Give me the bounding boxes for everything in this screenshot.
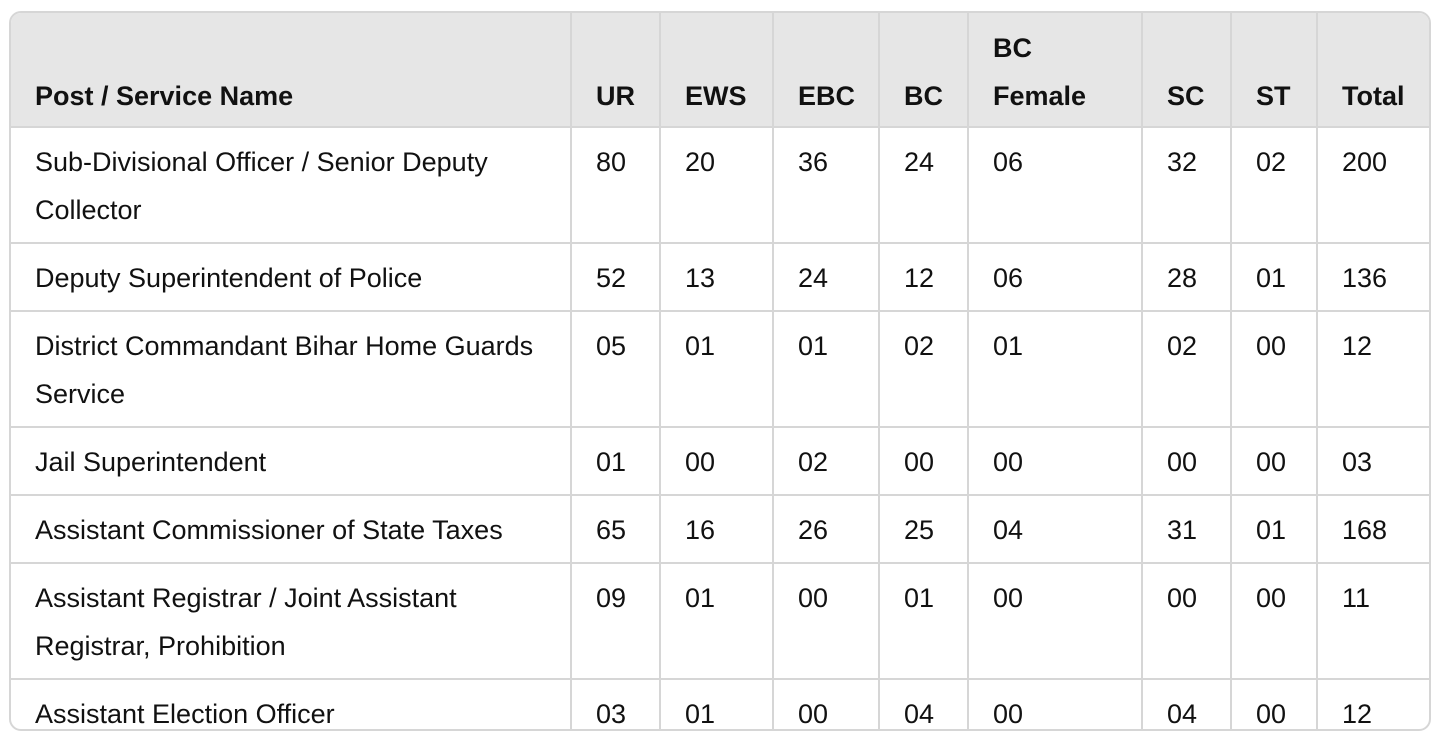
cell-ebc: 00: [773, 563, 880, 680]
cell-bc-female: 04: [968, 495, 1143, 564]
cell-post-name: Assistant Commissioner of State Taxes: [11, 495, 572, 564]
header-row: Post / Service Name UR EWS EBC BC BC Fem…: [11, 13, 1429, 128]
table-row: Jail Superintendent 01 00 02 00 00 00 00…: [11, 427, 1429, 496]
vacancy-table: Post / Service Name UR EWS EBC BC BC Fem…: [11, 13, 1429, 729]
cell-bc: 25: [879, 495, 969, 564]
cell-ebc: 24: [773, 243, 880, 312]
cell-bc: 12: [879, 243, 969, 312]
header-post-name: Post / Service Name: [11, 13, 572, 128]
header-sc: SC: [1142, 13, 1232, 128]
table-row: Assistant Election Officer 03 01 00 04 0…: [11, 679, 1429, 729]
cell-sc: 00: [1142, 563, 1232, 680]
header-bc-female: BC Female: [968, 13, 1143, 128]
cell-st: 00: [1231, 679, 1318, 729]
cell-ur: 65: [571, 495, 661, 564]
cell-bc: 04: [879, 679, 969, 729]
cell-bc-female: 00: [968, 427, 1143, 496]
cell-bc: 02: [879, 311, 969, 428]
cell-post-name: Deputy Superintendent of Police: [11, 243, 572, 312]
cell-total: 03: [1317, 427, 1429, 496]
cell-bc: 00: [879, 427, 969, 496]
cell-st: 01: [1231, 495, 1318, 564]
cell-post-name: Sub-Divisional Officer / Senior Deputy C…: [11, 127, 572, 244]
cell-sc: 31: [1142, 495, 1232, 564]
cell-post-name: Jail Superintendent: [11, 427, 572, 496]
cell-ews: 01: [660, 311, 774, 428]
cell-post-name: Assistant Election Officer: [11, 679, 572, 729]
cell-bc-female: 01: [968, 311, 1143, 428]
cell-ur: 80: [571, 127, 661, 244]
cell-total: 11: [1317, 563, 1429, 680]
cell-ews: 16: [660, 495, 774, 564]
cell-total: 12: [1317, 311, 1429, 428]
cell-ur: 52: [571, 243, 661, 312]
cell-ews: 00: [660, 427, 774, 496]
header-ur: UR: [571, 13, 661, 128]
header-st: ST: [1231, 13, 1318, 128]
cell-total: 200: [1317, 127, 1429, 244]
cell-total: 136: [1317, 243, 1429, 312]
cell-ebc: 02: [773, 427, 880, 496]
cell-bc-female: 00: [968, 563, 1143, 680]
cell-ur: 09: [571, 563, 661, 680]
cell-bc-female: 00: [968, 679, 1143, 729]
header-ebc: EBC: [773, 13, 880, 128]
cell-ebc: 00: [773, 679, 880, 729]
cell-st: 01: [1231, 243, 1318, 312]
table-row: District Commandant Bihar Home Guards Se…: [11, 311, 1429, 428]
cell-ews: 01: [660, 563, 774, 680]
header-total: Total: [1317, 13, 1429, 128]
cell-sc: 32: [1142, 127, 1232, 244]
table-body: Sub-Divisional Officer / Senior Deputy C…: [11, 127, 1429, 729]
cell-bc: 24: [879, 127, 969, 244]
cell-post-name: Assistant Registrar / Joint Assistant Re…: [11, 563, 572, 680]
cell-post-name: District Commandant Bihar Home Guards Se…: [11, 311, 572, 428]
cell-ebc: 01: [773, 311, 880, 428]
cell-bc-female: 06: [968, 127, 1143, 244]
table-header: Post / Service Name UR EWS EBC BC BC Fem…: [11, 13, 1429, 128]
cell-ebc: 36: [773, 127, 880, 244]
cell-ur: 01: [571, 427, 661, 496]
cell-st: 00: [1231, 427, 1318, 496]
table-row: Assistant Commissioner of State Taxes 65…: [11, 495, 1429, 564]
table-row: Deputy Superintendent of Police 52 13 24…: [11, 243, 1429, 312]
table-row: Sub-Divisional Officer / Senior Deputy C…: [11, 127, 1429, 244]
cell-st: 00: [1231, 563, 1318, 680]
cell-sc: 28: [1142, 243, 1232, 312]
cell-ews: 13: [660, 243, 774, 312]
cell-st: 02: [1231, 127, 1318, 244]
cell-sc: 00: [1142, 427, 1232, 496]
cell-st: 00: [1231, 311, 1318, 428]
cell-total: 12: [1342, 699, 1373, 729]
header-bc: BC: [879, 13, 969, 128]
cell-total: 168: [1317, 495, 1429, 564]
vacancy-table-container: Post / Service Name UR EWS EBC BC BC Fem…: [9, 11, 1431, 731]
cell-sc: 02: [1142, 311, 1232, 428]
cell-ur: 03: [571, 679, 661, 729]
table-row: Assistant Registrar / Joint Assistant Re…: [11, 563, 1429, 680]
cell-sc: 04: [1142, 679, 1232, 729]
cell-ews: 20: [660, 127, 774, 244]
header-ews: EWS: [660, 13, 774, 128]
cell-bc: 01: [879, 563, 969, 680]
cell-ews: 01: [660, 679, 774, 729]
cell-bc-female: 06: [968, 243, 1143, 312]
cell-ebc: 26: [773, 495, 880, 564]
cell-ur: 05: [571, 311, 661, 428]
